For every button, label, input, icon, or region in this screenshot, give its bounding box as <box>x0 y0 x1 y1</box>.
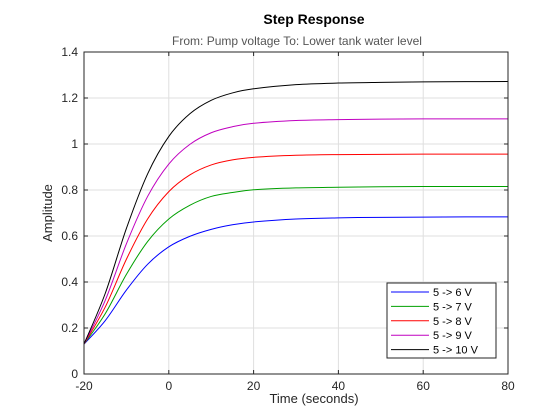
series-line <box>83 216 509 345</box>
y-tick-label: 0.2 <box>61 321 78 335</box>
y-tick-label: 1.2 <box>61 91 78 105</box>
y-tick-label: 0.4 <box>61 275 78 289</box>
x-tick-label: 0 <box>165 379 172 393</box>
y-axis-label: Amplitude <box>40 184 55 242</box>
y-tick-label: 1.4 <box>61 45 78 59</box>
legend-label: 5 -> 8 V <box>433 316 472 328</box>
legend-label: 5 -> 6 V <box>433 287 472 299</box>
y-tick-label: 0.8 <box>61 183 78 197</box>
x-tick-label: 20 <box>247 379 261 393</box>
x-axis-label: Time (seconds) <box>269 391 358 406</box>
series-line <box>83 80 509 345</box>
series-line <box>83 153 508 345</box>
plot-frame <box>83 51 509 375</box>
legend-label: 5 -> 10 V <box>433 345 479 357</box>
y-tick-label: 0 <box>71 367 78 381</box>
series-line <box>83 118 508 345</box>
legend-label: 5 -> 7 V <box>433 301 472 313</box>
x-tick-label: -20 <box>75 379 93 393</box>
chart-title: Step Response <box>263 11 364 27</box>
x-tick-label: 40 <box>332 379 346 393</box>
y-tick-label: 1 <box>71 137 78 151</box>
x-tick-label: 80 <box>501 379 515 393</box>
y-tick-label: 0.6 <box>61 229 78 243</box>
data-series <box>83 80 509 345</box>
x-tick-label: 60 <box>417 379 431 393</box>
chart-subtitle: From: Pump voltage To: Lower tank water … <box>172 34 422 48</box>
legend: 5 -> 6 V 5 -> 7 V 5 -> 8 V 5 -> 9 V 5 -> 10 … <box>386 282 497 359</box>
series-line <box>83 186 508 345</box>
legend-label: 5 -> 9 V <box>433 330 472 342</box>
